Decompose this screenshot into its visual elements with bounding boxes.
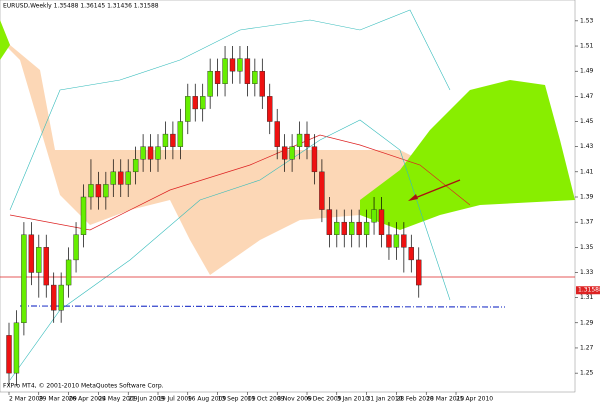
- candle-body: [103, 184, 109, 198]
- x-tick-label: 24 May 2009: [98, 396, 137, 403]
- candle-body: [147, 146, 154, 160]
- y-tick-label: 1.37: [580, 219, 594, 226]
- y-tick-label: 1.47: [580, 93, 594, 100]
- y-tick-label: 1.49: [580, 68, 594, 75]
- y-tick-label: 1.45: [580, 118, 594, 125]
- candle-body: [207, 70, 213, 97]
- candle-body: [192, 96, 198, 110]
- x-tick-label: 31 Jan 2010: [367, 396, 403, 403]
- candle-body: [349, 221, 355, 235]
- x-tick-label: 16 Aug 2009: [188, 396, 227, 403]
- candle-body: [125, 171, 131, 185]
- candle-body: [36, 247, 42, 273]
- x-tick-label: 28 Mar 2010: [426, 396, 464, 403]
- x-tick-label: 3 Jan 2010: [337, 396, 369, 403]
- candle-body: [237, 58, 243, 72]
- candle-body: [170, 133, 176, 147]
- candle-body: [118, 171, 124, 185]
- y-tick-label: 1.39: [580, 194, 594, 201]
- candle-body: [73, 234, 79, 261]
- x-tick-label: 26 Apr 2009: [69, 396, 106, 403]
- candle-body: [110, 171, 117, 185]
- x-tick-label: 28 Feb 2010: [396, 396, 434, 403]
- candle-body: [274, 121, 280, 147]
- y-tick-label: 1.25: [580, 370, 594, 377]
- candle-body: [319, 171, 325, 210]
- y-tick-label: 1.35: [580, 244, 594, 251]
- candle-body: [51, 284, 57, 311]
- y-tick-label: 1.29: [580, 319, 594, 326]
- arrow: [409, 179, 461, 201]
- cloud-bull: [360, 80, 575, 230]
- band-upper: [9, 9, 451, 211]
- y-tick-label: 1.31: [580, 294, 594, 301]
- candle-body: [140, 146, 146, 160]
- candle-body: [416, 259, 422, 286]
- candle-body: [386, 234, 392, 248]
- candle-body: [229, 58, 236, 72]
- candle-body: [311, 146, 318, 173]
- y-tick-label: 1.53: [580, 17, 594, 24]
- x-tick-label: 2 Mar 2009: [9, 396, 43, 403]
- candle-body: [177, 121, 184, 147]
- candle-body: [244, 58, 251, 84]
- x-tick-label: 19 Jul 2009: [158, 396, 192, 403]
- candle-body: [95, 184, 102, 198]
- candle-body: [393, 234, 400, 248]
- candle-body: [21, 234, 27, 324]
- footer: FXPro MT4, © 2001-2010 MetaQuotes Softwa…: [3, 383, 164, 390]
- chart-title: EURUSD,Weekly 1.35488 1.36145 1.31436 1.…: [3, 3, 159, 10]
- y-tick-label: 1.51: [580, 43, 594, 50]
- candle-body: [259, 70, 265, 97]
- candle-body: [6, 335, 12, 374]
- candle-body: [65, 259, 72, 286]
- candle-body: [378, 209, 385, 235]
- x-tick-label: 21 Jun 2009: [128, 396, 164, 403]
- x-tick-label: 13 Sep 2009: [218, 396, 256, 403]
- y-tick-label: 1.41: [580, 168, 594, 175]
- candle-body: [88, 184, 94, 198]
- candle-body: [58, 284, 64, 311]
- candle-body: [363, 221, 370, 235]
- y-tick-label: 1.27: [580, 344, 594, 351]
- candle-body: [162, 133, 169, 147]
- support-line: [19, 305, 506, 308]
- candle-body: [199, 96, 206, 110]
- x-tick-label: 11 Oct 2009: [247, 396, 284, 403]
- candle-body: [334, 221, 340, 235]
- candle-body: [341, 221, 347, 235]
- cloud-bull: [0, 20, 10, 60]
- candle-body: [296, 133, 303, 147]
- x-tick-label: 6 Dec 2009: [307, 396, 342, 403]
- price-tag-bg: [576, 286, 600, 295]
- candle-body: [371, 209, 377, 223]
- candle-body: [408, 247, 414, 261]
- candle-body: [252, 70, 258, 84]
- candle-body: [43, 247, 49, 286]
- candle-body: [222, 58, 228, 84]
- candle-body: [132, 159, 139, 173]
- candle-body: [289, 146, 295, 160]
- candle-body: [155, 146, 161, 160]
- candle-body: [13, 322, 20, 374]
- candle-body: [281, 146, 288, 160]
- candle-body: [267, 96, 273, 122]
- price-tag: 1.31588: [578, 287, 600, 294]
- candle-body: [326, 209, 333, 235]
- candle-body: [304, 133, 310, 147]
- candle-body: [80, 196, 87, 235]
- x-tick-label: 29 Mar 2009: [39, 396, 77, 403]
- candle-body: [214, 70, 221, 84]
- y-tick-label: 1.33: [580, 269, 594, 276]
- candle-body: [356, 221, 362, 235]
- y-tick-label: 1.43: [580, 143, 594, 150]
- candle-body: [401, 234, 407, 248]
- candle-body: [185, 96, 191, 122]
- arrow-head: [408, 194, 418, 201]
- x-tick-label: 8 Nov 2009: [277, 396, 312, 403]
- x-tick-label: 25 Apr 2010: [456, 396, 493, 403]
- candle-body: [28, 234, 35, 273]
